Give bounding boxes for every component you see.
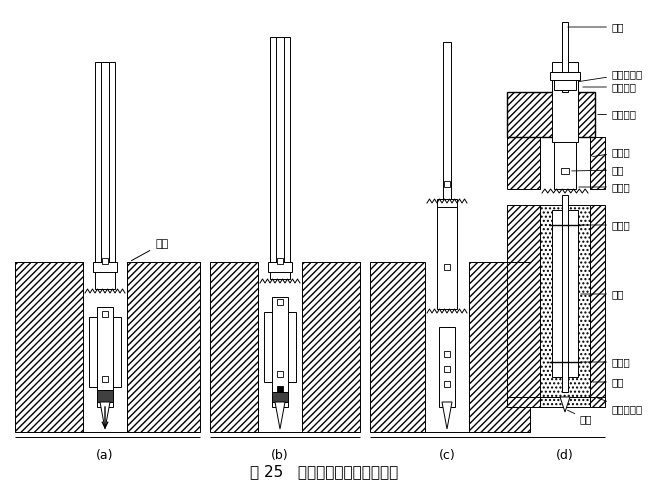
Bar [469,262,530,432]
Bar [443,42,451,262]
Text: 下塞线: 下塞线 [581,357,631,367]
Text: 保护管: 保护管 [579,182,631,192]
Bar [102,376,108,382]
Bar [15,262,81,287]
Bar [270,37,290,270]
Polygon shape [275,402,285,429]
Text: 上塞线: 上塞线 [581,220,631,230]
Bar [97,390,113,402]
Bar [437,207,457,309]
Bar [437,199,457,262]
Bar [550,72,580,80]
Polygon shape [560,397,570,412]
Bar [93,262,117,272]
Text: 埋土层底面: 埋土层底面 [598,398,643,414]
Text: 定位套箍: 定位套箍 [583,82,637,92]
Bar [507,92,595,137]
Text: (b): (b) [271,449,289,461]
Text: 基础底板: 基础底板 [598,110,637,120]
Polygon shape [100,402,110,429]
Bar [210,262,256,287]
Bar [561,168,569,174]
Text: (d): (d) [556,449,574,461]
Polygon shape [442,402,452,429]
Text: 标脚: 标脚 [567,410,593,424]
Bar [102,311,108,317]
Bar [552,210,578,377]
Text: 套管: 套管 [581,289,624,299]
Bar [304,262,360,287]
Bar [562,22,568,92]
Bar [590,137,605,189]
Text: 保护管测头: 保护管测头 [579,69,643,82]
Bar [113,317,121,387]
Bar [264,312,272,382]
Bar [554,137,576,189]
Bar [302,262,360,432]
Bar [444,366,450,372]
Bar [471,262,530,287]
Bar [95,262,115,289]
Text: 测标: 测标 [568,22,624,32]
Bar [277,258,283,264]
Bar [540,205,590,407]
Bar [270,262,290,279]
Bar [444,381,450,387]
Bar [552,62,578,142]
Bar [102,258,108,264]
Bar [127,262,200,432]
Bar [97,307,113,407]
Bar [95,62,115,270]
Text: 灌砂: 灌砂 [593,377,624,387]
Bar [444,264,450,270]
Bar [277,371,283,377]
Bar [444,351,450,357]
Bar [370,262,423,287]
Bar [439,327,455,407]
Bar [277,386,283,392]
Bar [89,317,97,387]
Bar [268,262,292,272]
Bar [562,195,568,392]
Bar [507,137,540,189]
Text: 滑轮: 滑轮 [572,165,624,175]
Text: (a): (a) [96,449,114,461]
Bar [444,181,450,187]
Bar [129,262,200,287]
Text: 地面: 地面 [132,239,168,261]
Text: 图 25   钻孔法埋设分层沉降标志: 图 25 钻孔法埋设分层沉降标志 [250,464,398,480]
Bar [272,392,288,402]
Bar [370,262,425,432]
Text: 钻孔壁: 钻孔壁 [593,147,631,157]
Bar [101,62,109,262]
Bar [507,205,540,407]
Bar [210,262,258,432]
Bar [288,312,296,382]
Bar [276,37,284,262]
Bar [277,299,283,305]
Bar [554,72,576,90]
Bar [15,262,83,432]
Bar [272,297,288,407]
Text: (c): (c) [439,449,456,461]
Bar [590,205,605,407]
